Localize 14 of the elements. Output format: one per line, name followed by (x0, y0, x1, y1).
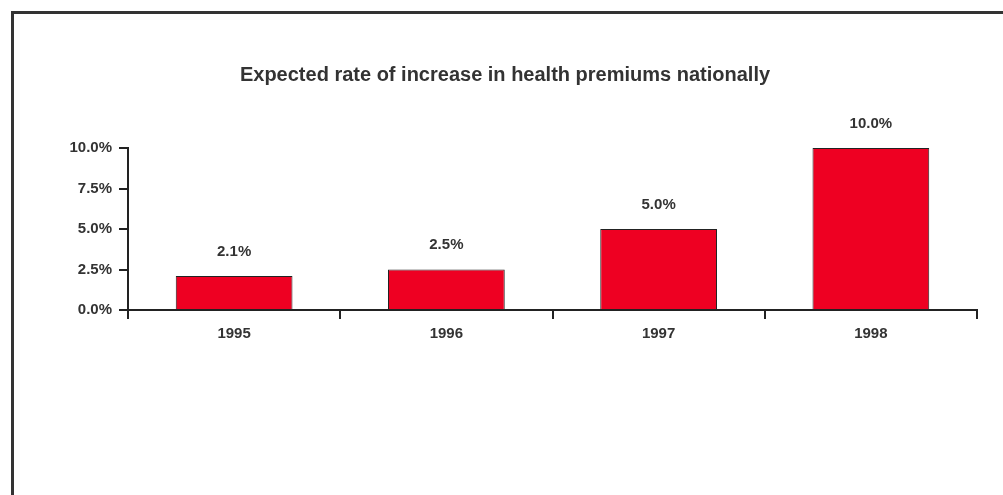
y-tick-label: 0.0% (77, 300, 112, 318)
x-tick-label: 1998 (854, 324, 888, 342)
x-tick-label: 1995 (217, 324, 251, 342)
y-tick-label: 10.0% (69, 138, 112, 156)
data-label: 2.5% (429, 235, 464, 253)
y-tick-label: 2.5% (77, 259, 112, 277)
data-label: 5.0% (641, 194, 676, 212)
x-tick-label: 1997 (641, 324, 676, 342)
chart-title: Expected rate of increase in health premiums nationally (239, 62, 771, 85)
data-label: 10.0% (849, 113, 893, 131)
y-tick-label: 7.5% (77, 178, 112, 196)
y-tick-label: 5.0% (77, 219, 112, 237)
data-label: 2.1% (217, 241, 252, 259)
x-tick-label: 1996 (429, 324, 464, 342)
